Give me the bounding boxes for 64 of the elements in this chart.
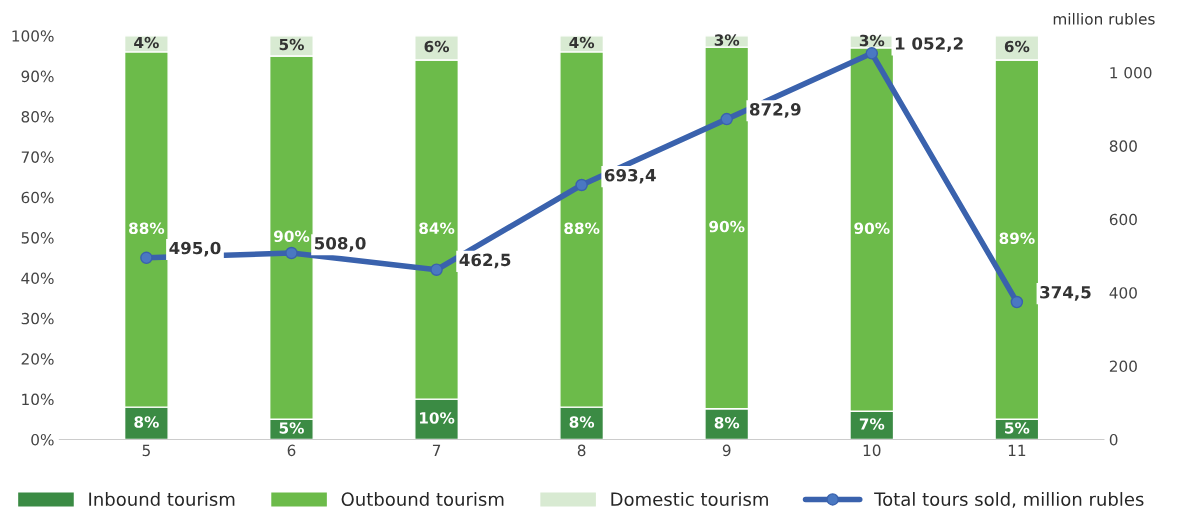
data-label: 7% <box>859 418 885 430</box>
data-label: 462,5 <box>459 253 511 269</box>
data-label: 5% <box>279 422 304 434</box>
y-tick-label: 60% <box>21 191 54 204</box>
legend-label: Outbound tourism <box>341 492 504 507</box>
y-tick-label: 50% <box>21 232 54 244</box>
x-tick-label: 9 <box>722 444 731 457</box>
data-label: 693,4 <box>604 168 656 184</box>
data-label: 90% <box>854 222 890 234</box>
data-label: 3% <box>714 34 740 46</box>
y-tick-label: 40% <box>21 272 54 285</box>
data-label: 10% <box>419 412 455 424</box>
point <box>1010 295 1024 309</box>
y-tick-label: 0% <box>31 433 54 446</box>
data-label: 90% <box>273 230 310 243</box>
y2-tick-label: 0 <box>1109 433 1118 446</box>
data-label: 89% <box>999 232 1035 245</box>
data-label: 4% <box>569 36 595 49</box>
legend-label: Inbound tourism <box>89 492 235 507</box>
legend-label: Domestic tourism <box>611 492 768 507</box>
data-label: 4% <box>134 36 159 49</box>
data-label: 6% <box>424 40 450 53</box>
x-tick-label: 7 <box>432 444 441 456</box>
data-label: 8% <box>714 417 740 429</box>
data-label: 84% <box>419 222 455 234</box>
y-tick-label: 100% <box>12 30 54 42</box>
y2-tick-label: 600 <box>1109 213 1137 226</box>
data-label: 508,0 <box>314 236 366 252</box>
y-tick-label: 70% <box>21 151 54 163</box>
x-tick-label: 6 <box>287 444 296 457</box>
data-label: 5% <box>1005 422 1030 434</box>
y2-axis-title: million rubles <box>1053 12 1155 25</box>
data-label: 374,5 <box>1040 285 1091 301</box>
data-label: 1 052,2 <box>895 37 963 52</box>
y2-tick-label: 800 <box>1109 140 1137 152</box>
data-label: 88% <box>129 222 165 234</box>
point <box>285 246 298 260</box>
y2-tick-label: 1 000 <box>1110 66 1152 79</box>
y-tick-label: 90% <box>21 70 54 83</box>
point <box>720 112 733 126</box>
x-tick-label: 10 <box>863 444 881 457</box>
data-label: 90% <box>709 220 745 233</box>
y2-tick-label: 200 <box>1109 360 1137 373</box>
x-tick-label: 5 <box>142 444 150 457</box>
data-label: 5% <box>279 38 304 51</box>
y-tick-label: 80% <box>21 110 54 123</box>
data-label: 6% <box>1004 40 1030 53</box>
y-tick-label: 10% <box>22 393 54 406</box>
data-label: 8% <box>569 416 595 428</box>
y-tick-label: 30% <box>21 312 54 325</box>
data-label: 3% <box>859 34 885 47</box>
y2-tick-label: 400 <box>1109 287 1137 299</box>
legend-label: Total tours sold, million rubles <box>874 492 1144 508</box>
data-label: 8% <box>134 416 159 428</box>
y-tick-label: 20% <box>21 353 54 365</box>
x-tick-label: 8 <box>577 444 586 457</box>
point <box>140 251 153 265</box>
point <box>865 47 879 60</box>
x-tick-label: 11 <box>1008 444 1026 456</box>
data-label: 872,9 <box>749 103 801 118</box>
data-label: 495,0 <box>169 241 221 257</box>
data-label: 88% <box>564 222 600 234</box>
point <box>430 263 443 276</box>
point <box>575 178 588 192</box>
